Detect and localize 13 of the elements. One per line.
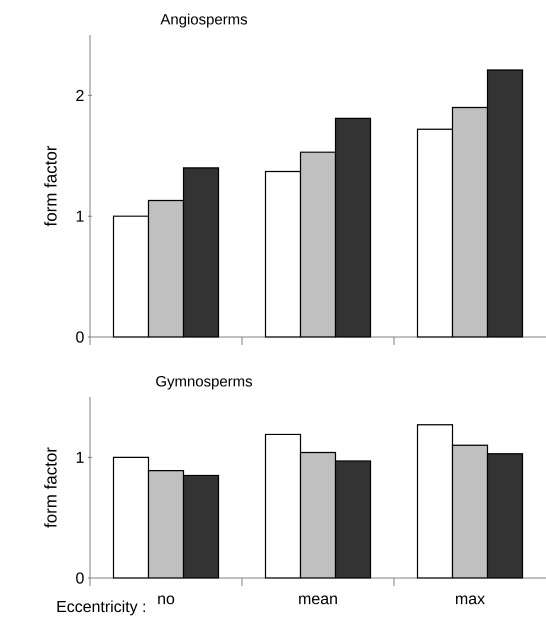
y-axis-title: form factor	[44, 447, 57, 528]
chart-title: Gymnosperms	[156, 376, 252, 390]
chart-title: Angiosperms	[160, 14, 248, 28]
x-tick-label: max	[456, 596, 485, 604]
y-tick-label: 0	[76, 572, 84, 584]
x-axis-title: Eccentricity :	[57, 600, 145, 616]
y-tick-label: 2	[76, 90, 84, 101]
x-tick-label: no	[158, 596, 174, 604]
y-tick-label: 0	[76, 331, 84, 343]
x-tick-label: mean	[299, 596, 337, 604]
y-tick-label: 1	[76, 210, 84, 222]
y-tick-label: 1	[76, 452, 84, 463]
y-axis-title: form factor	[44, 146, 57, 226]
